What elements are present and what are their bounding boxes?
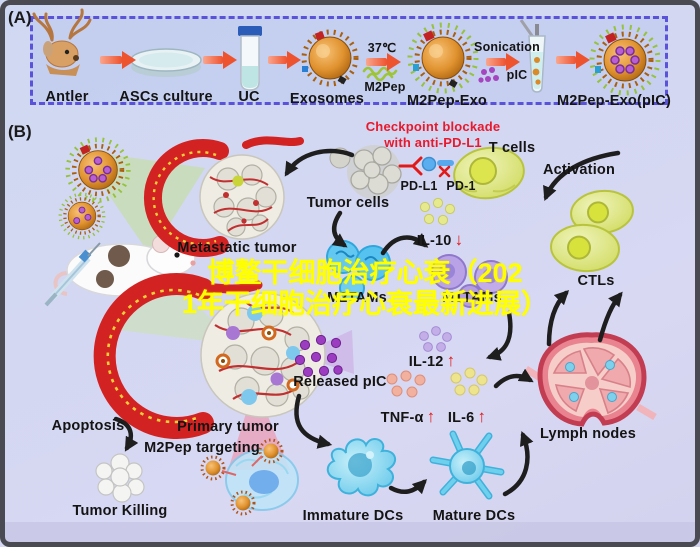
checkpoint-blockade-line1: Checkpoint blockade [365, 119, 501, 134]
panel-a-tag: (A) [8, 8, 32, 27]
pd-l1-icon [421, 156, 437, 172]
tnf-dots [386, 370, 426, 398]
il6-dots [450, 367, 488, 396]
primary-tumor-label: Primary tumor [177, 419, 279, 435]
immature-dcs-label: Immature DCs [302, 508, 404, 524]
m1tams-cells [431, 254, 508, 308]
watermark-text: 博鳌干细胞治疗心衰（202 1年干细胞治疗心衰最新进展） [182, 258, 548, 320]
ctls-label: CTLs [577, 273, 615, 289]
process-arrows [113, 148, 623, 497]
exosomes-label: Exosomes [289, 91, 365, 107]
m1tams-label: M1TAMs [442, 290, 502, 306]
arrow-immature-to-mature [388, 478, 428, 495]
syringe-icon [44, 242, 101, 307]
tumor-cells-label: Tumor cells [306, 195, 390, 211]
pd-1-icon [437, 160, 454, 166]
arrow-mature-to-lymph [502, 430, 534, 497]
il12-label: IL-12 ↑ [409, 351, 456, 371]
bottom-shade [5, 522, 695, 542]
m2pep-exo-icon [407, 22, 479, 94]
m2pep-label: M2Pep [364, 80, 406, 94]
ctl-cells-illustration [550, 189, 634, 273]
m2pep-exo-pic-label: M2Pep-Exo(pIC) [557, 93, 671, 109]
pic-dots-icon [478, 67, 499, 83]
uc-label: UC [238, 89, 260, 105]
tnf-label: TNF-α ↑ [381, 407, 436, 427]
il6-label: IL-6 ↑ [448, 407, 486, 427]
mature-dc-illustration [429, 430, 505, 500]
il10-label: IL-10 ↓ [417, 230, 464, 250]
m2pep-peptide-squiggle [362, 66, 398, 82]
lymph-node-dc-sprites [565, 360, 617, 402]
injected-exosome-large [65, 137, 131, 203]
released-pic-dots [294, 334, 343, 378]
il12-up-arrow: ↑ [446, 351, 456, 370]
arrow-il6-to-lymph [493, 368, 534, 389]
il6-text: IL-6 [447, 410, 475, 426]
antler-label: Antler [45, 89, 89, 105]
il10-dots [419, 197, 456, 226]
pd-l1-label: PD-L1 [400, 179, 438, 193]
tnf-text: TNF-α [380, 410, 424, 426]
antler-deer-icon [32, 8, 92, 76]
panel-b-tag: (B) [8, 122, 32, 141]
primary-tumor-illustration [93, 273, 326, 439]
arrow-activation [543, 150, 621, 202]
metastatic-tumor-label: Metastatic tumor [177, 240, 297, 256]
apoptotic-cell-illustration [95, 453, 145, 503]
arrow-tumorcells-to-m2tams [331, 210, 348, 248]
lymph-nodes-label: Lymph nodes [540, 426, 636, 442]
t-cells-label: T cells [488, 140, 536, 156]
immature-dc-illustration [326, 437, 397, 497]
activation-label: Activation [542, 162, 616, 178]
uc-tube-icon [238, 26, 262, 91]
ascs-culture-label: ASCs culture [119, 89, 213, 105]
arrow-pic-to-immature-dc [294, 393, 333, 449]
il6-up-arrow: ↑ [477, 407, 487, 426]
m2pep-targeting-label: M2Pep targeting [144, 440, 260, 456]
apoptosis-label: Apoptosis [51, 418, 125, 434]
injected-exosome-small [58, 192, 106, 240]
tumor-killing-label: Tumor Killing [72, 503, 168, 519]
petri-dish-icon [130, 48, 202, 77]
released-pic-label: Released pIC [293, 374, 387, 390]
checkpoint-blockade-line2: with anti-PD-L1 [384, 135, 482, 150]
exosome-icon [301, 29, 359, 87]
arrow-m1-down [485, 310, 513, 361]
lymph-node-illustration [524, 332, 657, 427]
pd-1-label: PD-1 [446, 179, 476, 193]
tnf-up-arrow: ↑ [426, 407, 436, 426]
watermark-line2: 1年干细胞治疗心衰最新进展） [181, 289, 549, 319]
temperature-label: 37℃ [367, 41, 397, 55]
blocked-cross-icon [438, 165, 451, 178]
il12-text: IL-12 [408, 354, 444, 370]
tumor-cells-illustration [329, 145, 402, 199]
il12-dots [419, 326, 452, 352]
sonication-tube-icon [519, 19, 546, 93]
arrow-lymph-to-ctls-1 [546, 289, 570, 347]
pic-label: pIC [506, 68, 528, 82]
arrow-apoptosis [113, 416, 139, 452]
t-cell-illustration [453, 146, 525, 200]
il10-down-arrow: ↓ [454, 230, 464, 249]
mature-dcs-label: Mature DCs [432, 508, 516, 524]
arrow-tumorcells-to-metastatic [284, 148, 355, 177]
sonication-label: Sonication [474, 40, 540, 54]
m2pep-exo-pic-icon [589, 24, 661, 96]
targeting-exosomes [200, 438, 284, 516]
arrow-m2-to-m1 [380, 232, 429, 256]
watermark-line1: 博鳌干细胞治疗心衰（202 [207, 258, 523, 288]
il10-text: IL-10 [416, 233, 452, 249]
flow-arrows [100, 51, 590, 71]
arrow-lymph-to-ctls-2 [597, 291, 623, 343]
m2tams-label: M2TAMs [327, 290, 387, 306]
anti-pd-l1-antibody-icon [398, 156, 423, 176]
m2pep-exo-label: M2Pep-Exo [407, 93, 487, 109]
